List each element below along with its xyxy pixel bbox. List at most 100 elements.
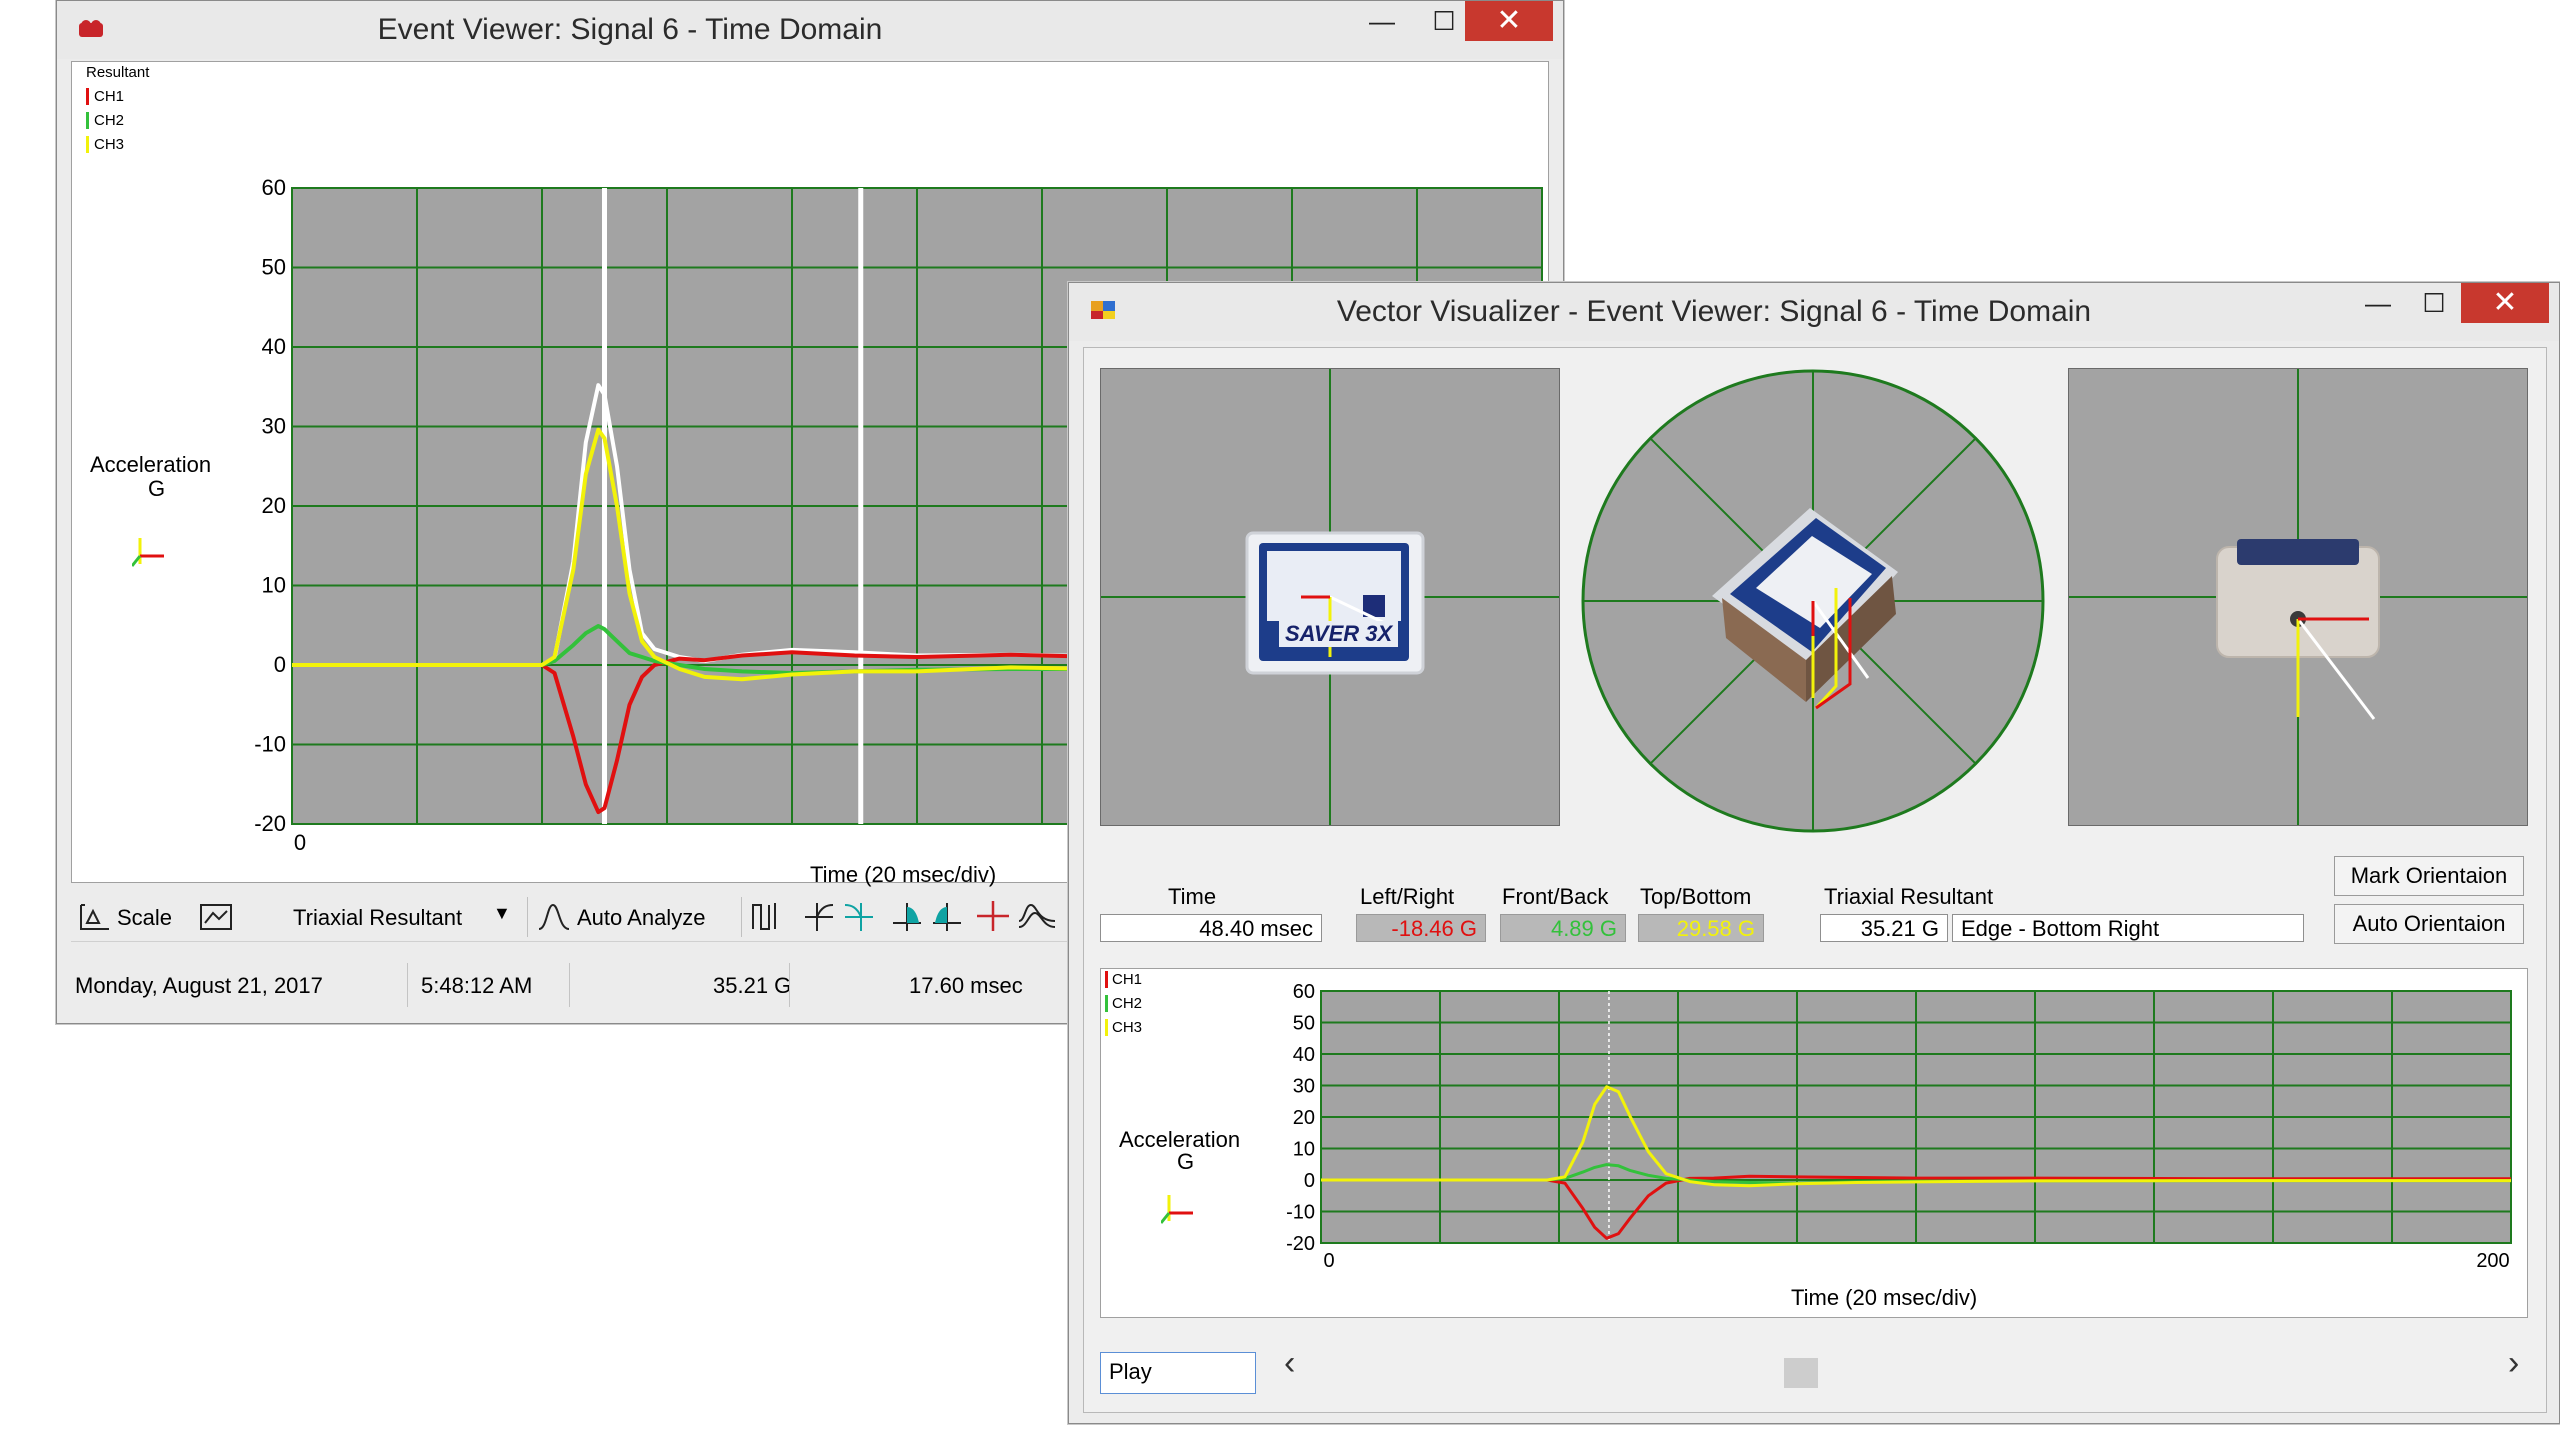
close-button[interactable]: ✕	[1465, 1, 1553, 41]
mode-select[interactable]: Triaxial Resultant ▼	[293, 899, 513, 939]
area-left-icon[interactable]	[889, 899, 925, 939]
x-axis-label: Time (20 msec/div)	[1791, 1285, 1978, 1310]
legend-title: Resultant	[86, 64, 150, 81]
status-bar: Monday, August 21, 2017 5:48:12 AM 35.21…	[71, 957, 1547, 1013]
app-icon	[1091, 301, 1115, 319]
y-tick-label: 10	[1293, 1139, 1315, 1161]
y-tick-label: -10	[1286, 1202, 1315, 1224]
toolbar-separator	[527, 897, 528, 937]
y-tick-label: 60	[262, 175, 286, 200]
x-tick-label: 0	[294, 830, 306, 855]
isometric-view[interactable]	[1580, 368, 2046, 834]
vector-visualizer-window: Vector Visualizer - Event Viewer: Signal…	[1068, 282, 2560, 1424]
status-duration: 17.60 msec	[909, 973, 1023, 998]
top-bottom-label: Top/Bottom	[1640, 884, 1752, 909]
y-tick-label: 30	[1293, 1076, 1315, 1098]
area-right-icon[interactable]	[929, 899, 965, 939]
axis-orientation-icon	[132, 538, 164, 567]
mode-select-value: Triaxial Resultant	[293, 905, 463, 930]
minimize-button[interactable]: —	[2365, 288, 2391, 318]
y-tick-label: 20	[1293, 1107, 1315, 1129]
front-view-canvas	[1101, 369, 1559, 825]
front-view[interactable]: SAVER 3X	[1100, 368, 1560, 826]
maximize-button[interactable]: ☐	[2422, 288, 2446, 318]
scale-icon	[80, 904, 109, 930]
legend-item-ch2: CH2	[1105, 995, 1142, 1012]
side-view[interactable]	[2068, 368, 2528, 826]
y-tick-label: 10	[262, 573, 286, 598]
title-bar[interactable]: Vector Visualizer - Event Viewer: Signal…	[1069, 283, 2559, 341]
cursor-left-icon[interactable]	[801, 899, 837, 939]
playback-waveform-chart[interactable]: 60 50 40 30 20 10 0 -10 -20 0 200	[1251, 979, 2521, 1279]
front-back-value: 4.89 G	[1500, 914, 1626, 942]
lower-chart-panel: CH1 CH2 CH3 Acceleration G 60 50 40 30 20 10 0…	[1100, 968, 2528, 1318]
x-tick-label: 200	[2476, 1250, 2509, 1272]
close-button[interactable]: ✕	[2461, 283, 2549, 323]
auto-analyze-label: Auto Analyze	[577, 905, 706, 930]
legend-item-ch3: CH3	[1105, 1019, 1142, 1036]
chart-image-icon[interactable]	[199, 903, 235, 943]
y-tick-label: -20	[254, 811, 286, 836]
top-bottom-value: 29.58 G	[1638, 914, 1764, 942]
time-value: 48.40 msec	[1100, 914, 1322, 942]
legend-item-ch3: CH3	[86, 136, 124, 153]
axis-orientation-icon	[1161, 1195, 1193, 1224]
y-tick-label: 40	[1293, 1044, 1315, 1066]
legend-item-ch2: CH2	[86, 112, 124, 129]
edge-orientation-value: Edge - Bottom Right	[1952, 914, 2304, 942]
mark-orientation-button[interactable]: Mark Orientaion	[2334, 856, 2524, 896]
auto-analyze-button[interactable]: Auto Analyze	[537, 899, 727, 939]
triaxial-resultant-label: Triaxial Resultant	[1824, 884, 1994, 909]
y-axis-label: Acceleration	[1119, 1127, 1241, 1152]
y-tick-label: 0	[274, 652, 286, 677]
y-tick-label: 40	[262, 334, 286, 359]
y-tick-label: 20	[262, 493, 286, 518]
y-tick-label: 50	[262, 255, 286, 280]
side-view-canvas	[2069, 369, 2527, 825]
legend-item-ch1: CH1	[86, 88, 124, 105]
time-label: Time	[1168, 884, 1217, 909]
y-axis-unit: G	[1177, 1149, 1195, 1174]
x-tick-label: 0	[1323, 1250, 1334, 1272]
minimize-button[interactable]: —	[1369, 6, 1395, 36]
status-time: 5:48:12 AM	[421, 973, 533, 998]
isometric-view-canvas	[1581, 369, 2045, 833]
window-title: Event Viewer: Signal 6 - Time Domain	[377, 13, 883, 46]
auto-orientation-button[interactable]: Auto Orientaion	[2334, 904, 2524, 944]
y-tick-label: 30	[262, 414, 286, 439]
series-line-ch3	[292, 427, 1230, 682]
x-axis-label: Time (20 msec/div)	[810, 862, 997, 887]
triaxial-resultant-value: 35.21 G	[1820, 914, 1948, 942]
scroll-right-arrow[interactable]: ›	[2508, 1344, 2520, 1382]
y-tick-label: 60	[1293, 981, 1315, 1003]
maximize-button[interactable]: ☐	[1432, 6, 1456, 36]
y-axis-unit: G	[148, 476, 166, 501]
multi-wave-icon[interactable]	[1017, 899, 1057, 939]
timeline-scrollbar[interactable]	[1314, 1358, 2494, 1388]
front-back-label: Front/Back	[1502, 884, 1609, 909]
device-logo-front: SAVER 3X	[1279, 621, 1399, 647]
left-right-value: -18.46 G	[1356, 914, 1486, 942]
cursor-right-icon[interactable]	[841, 899, 877, 939]
series-line-ch1	[1321, 1174, 2511, 1240]
left-right-label: Left/Right	[1360, 884, 1455, 909]
scale-label: Scale	[117, 905, 173, 930]
series-line-ch3	[1321, 1085, 2511, 1188]
play-button[interactable]: Play	[1100, 1352, 1256, 1394]
visualizer-panel: SAVER 3X	[1083, 347, 2547, 1413]
y-axis-label: Acceleration	[90, 452, 212, 477]
y-tick-label: 0	[1304, 1170, 1315, 1192]
status-peak: 35.21 G	[713, 973, 792, 998]
app-icon	[79, 20, 103, 37]
title-bar[interactable]: Event Viewer: Signal 6 - Time Domain — ☐…	[57, 1, 1563, 59]
y-tick-label: -10	[254, 732, 286, 757]
crosshair-icon[interactable]	[975, 899, 1011, 939]
scroll-left-arrow[interactable]: ‹	[1284, 1344, 1296, 1382]
toolbar-separator	[741, 897, 742, 937]
series-line-ch1	[292, 650, 1230, 815]
scale-button[interactable]: Scale	[77, 899, 187, 939]
window-title: Vector Visualizer - Event Viewer: Signal…	[1336, 295, 2092, 328]
pulse-icon[interactable]	[749, 899, 785, 939]
status-date: Monday, August 21, 2017	[75, 973, 323, 998]
scrollbar-thumb[interactable]	[1784, 1358, 1818, 1388]
